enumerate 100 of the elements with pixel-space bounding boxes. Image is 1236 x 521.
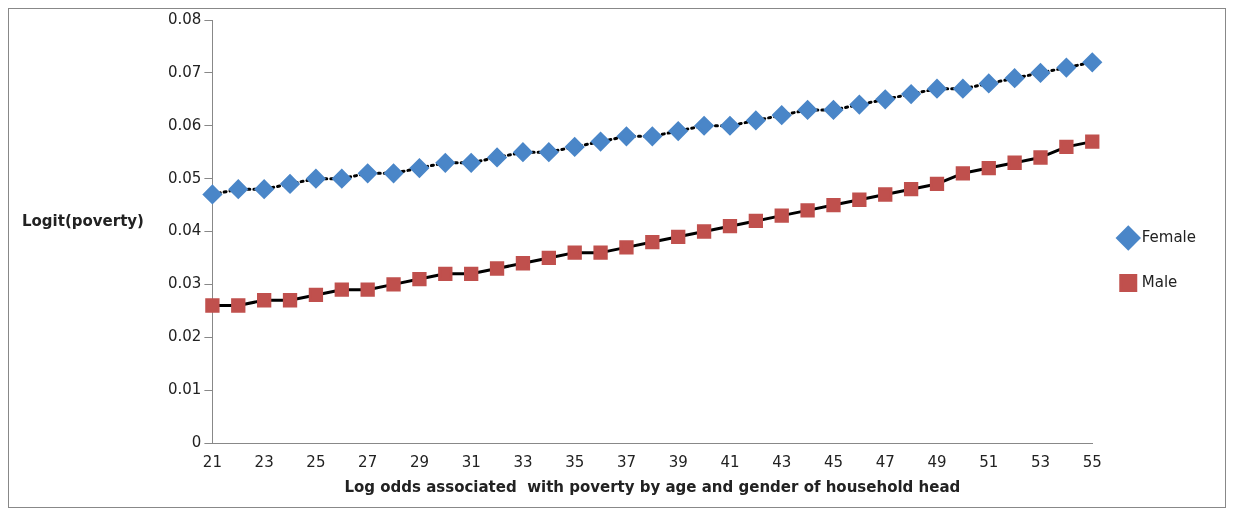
x-axis-title: Log odds associated with poverty by age and gender of household head [344, 477, 961, 496]
x-tick-label: 39 [668, 452, 688, 471]
point [953, 79, 973, 99]
x-tick-label: 53 [1030, 452, 1051, 471]
y-tick-label: 0.07 [167, 62, 202, 81]
point [772, 105, 792, 125]
point [567, 245, 582, 260]
x-tick-label: 35 [565, 452, 585, 471]
point [748, 213, 763, 229]
x-tick-label: 23 [254, 452, 274, 471]
point [979, 73, 999, 93]
point [798, 100, 818, 120]
point [202, 184, 222, 204]
point [515, 256, 531, 271]
point [1007, 155, 1022, 170]
x-tick-label: 29 [409, 452, 429, 471]
point [282, 293, 298, 308]
point [616, 126, 636, 146]
point [774, 208, 789, 223]
point [358, 163, 378, 183]
point [823, 100, 843, 120]
legend-label: Male [1141, 272, 1178, 291]
point [929, 176, 945, 192]
point [852, 192, 867, 207]
point [800, 203, 815, 218]
point [332, 169, 352, 189]
y-tick-label: 0.04 [167, 221, 202, 240]
point [565, 137, 585, 157]
x-tick-label: 21 [202, 452, 222, 471]
x-tick-label: 41 [720, 452, 740, 471]
point [409, 158, 429, 178]
point [541, 250, 556, 266]
point [619, 240, 634, 255]
point [694, 116, 714, 136]
x-tick-label: 47 [875, 452, 895, 471]
y-tick-label: 0.08 [167, 9, 202, 28]
y-tick-label: 0.05 [167, 168, 202, 187]
point [981, 160, 996, 176]
point [334, 282, 349, 297]
point [1056, 58, 1076, 78]
point [513, 142, 533, 162]
legend-label: Female [1141, 227, 1197, 246]
point [668, 121, 688, 141]
point [412, 271, 427, 287]
point [642, 126, 662, 146]
point [384, 163, 404, 183]
x-tick-label: 31 [461, 452, 481, 471]
x-tick-label: 45 [823, 452, 844, 471]
point [903, 182, 919, 197]
y-tick-label: 0 [191, 432, 202, 451]
y-tick-label: 0.06 [167, 115, 202, 134]
point [487, 147, 507, 167]
point [1005, 68, 1025, 88]
point [826, 197, 841, 213]
x-tick-label: 55 [1082, 452, 1102, 471]
point [875, 89, 895, 109]
y-tick-label: 0.01 [167, 380, 202, 399]
point [927, 79, 947, 99]
point [1082, 52, 1102, 72]
point [254, 179, 274, 199]
point [1031, 63, 1051, 83]
x-tick-label: 27 [358, 452, 378, 471]
point [280, 174, 300, 194]
x-tick-label: 43 [772, 452, 792, 471]
point [539, 142, 559, 162]
point [489, 261, 505, 276]
y-tick-label: 0.02 [167, 327, 202, 346]
point [901, 84, 921, 104]
point [257, 293, 272, 308]
x-tick-label: 33 [513, 452, 533, 471]
point [878, 187, 893, 202]
point [306, 169, 326, 189]
point [671, 229, 686, 244]
point [386, 277, 401, 292]
point [435, 153, 455, 173]
x-tick-label: 51 [979, 452, 999, 471]
point [1085, 134, 1100, 149]
point [746, 110, 766, 130]
point [308, 287, 324, 303]
point [360, 282, 375, 297]
point [591, 132, 611, 152]
point [231, 298, 246, 313]
point [205, 298, 220, 313]
y-tick-label: 0.03 [167, 274, 202, 293]
point [464, 266, 479, 281]
x-tick-label: 25 [306, 452, 326, 471]
point [1033, 150, 1048, 165]
x-tick-label: 49 [927, 452, 947, 471]
point [722, 219, 738, 234]
point [461, 153, 481, 173]
point [849, 95, 869, 115]
point [645, 234, 660, 250]
point [955, 166, 971, 181]
point [228, 179, 248, 199]
point [1059, 139, 1074, 155]
y-axis-title: Logit(poverty) [22, 212, 144, 230]
x-tick-label: 37 [616, 452, 636, 471]
point [696, 224, 712, 239]
point [720, 116, 740, 136]
point [438, 266, 453, 281]
